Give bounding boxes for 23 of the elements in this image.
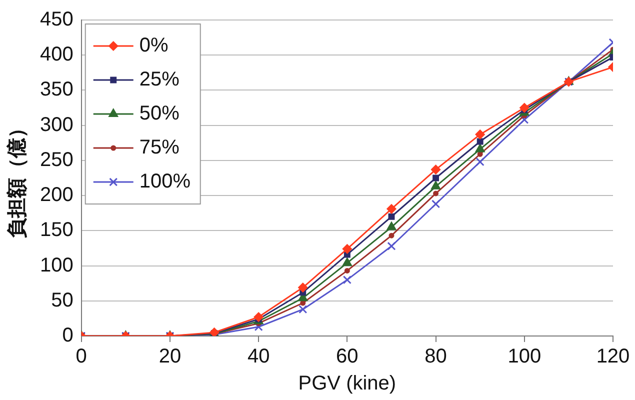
legend-label: 0%	[139, 34, 168, 57]
y-tick-label: 300	[40, 114, 74, 136]
legend-label: 100%	[139, 170, 191, 193]
y-tick-label: 50	[51, 289, 74, 312]
x-tick-label: 120	[596, 346, 630, 368]
x-tick-label: 20	[158, 346, 182, 368]
legend-label: 75%	[139, 136, 180, 159]
x-tick-label: 80	[424, 346, 447, 368]
x-tick-label: 100	[508, 346, 542, 368]
x-axis-title: PGV (kine)	[298, 372, 396, 395]
x-tick-label: 60	[336, 346, 358, 368]
y-axis-title: 負担額（億）	[6, 118, 29, 238]
legend-label: 25%	[139, 68, 180, 91]
y-tick-label: 200	[40, 184, 74, 206]
y-tick-label: 250	[40, 148, 74, 171]
y-tick-label: 0	[62, 324, 74, 347]
y-tick-label: 450	[40, 8, 74, 31]
x-tick-label: 40	[247, 346, 270, 368]
legend-label: 50%	[139, 102, 180, 125]
y-tick-label: 150	[40, 219, 74, 242]
y-tick-label: 100	[40, 254, 74, 276]
y-tick-label: 400	[40, 44, 74, 66]
y-tick-label: 350	[40, 78, 74, 101]
